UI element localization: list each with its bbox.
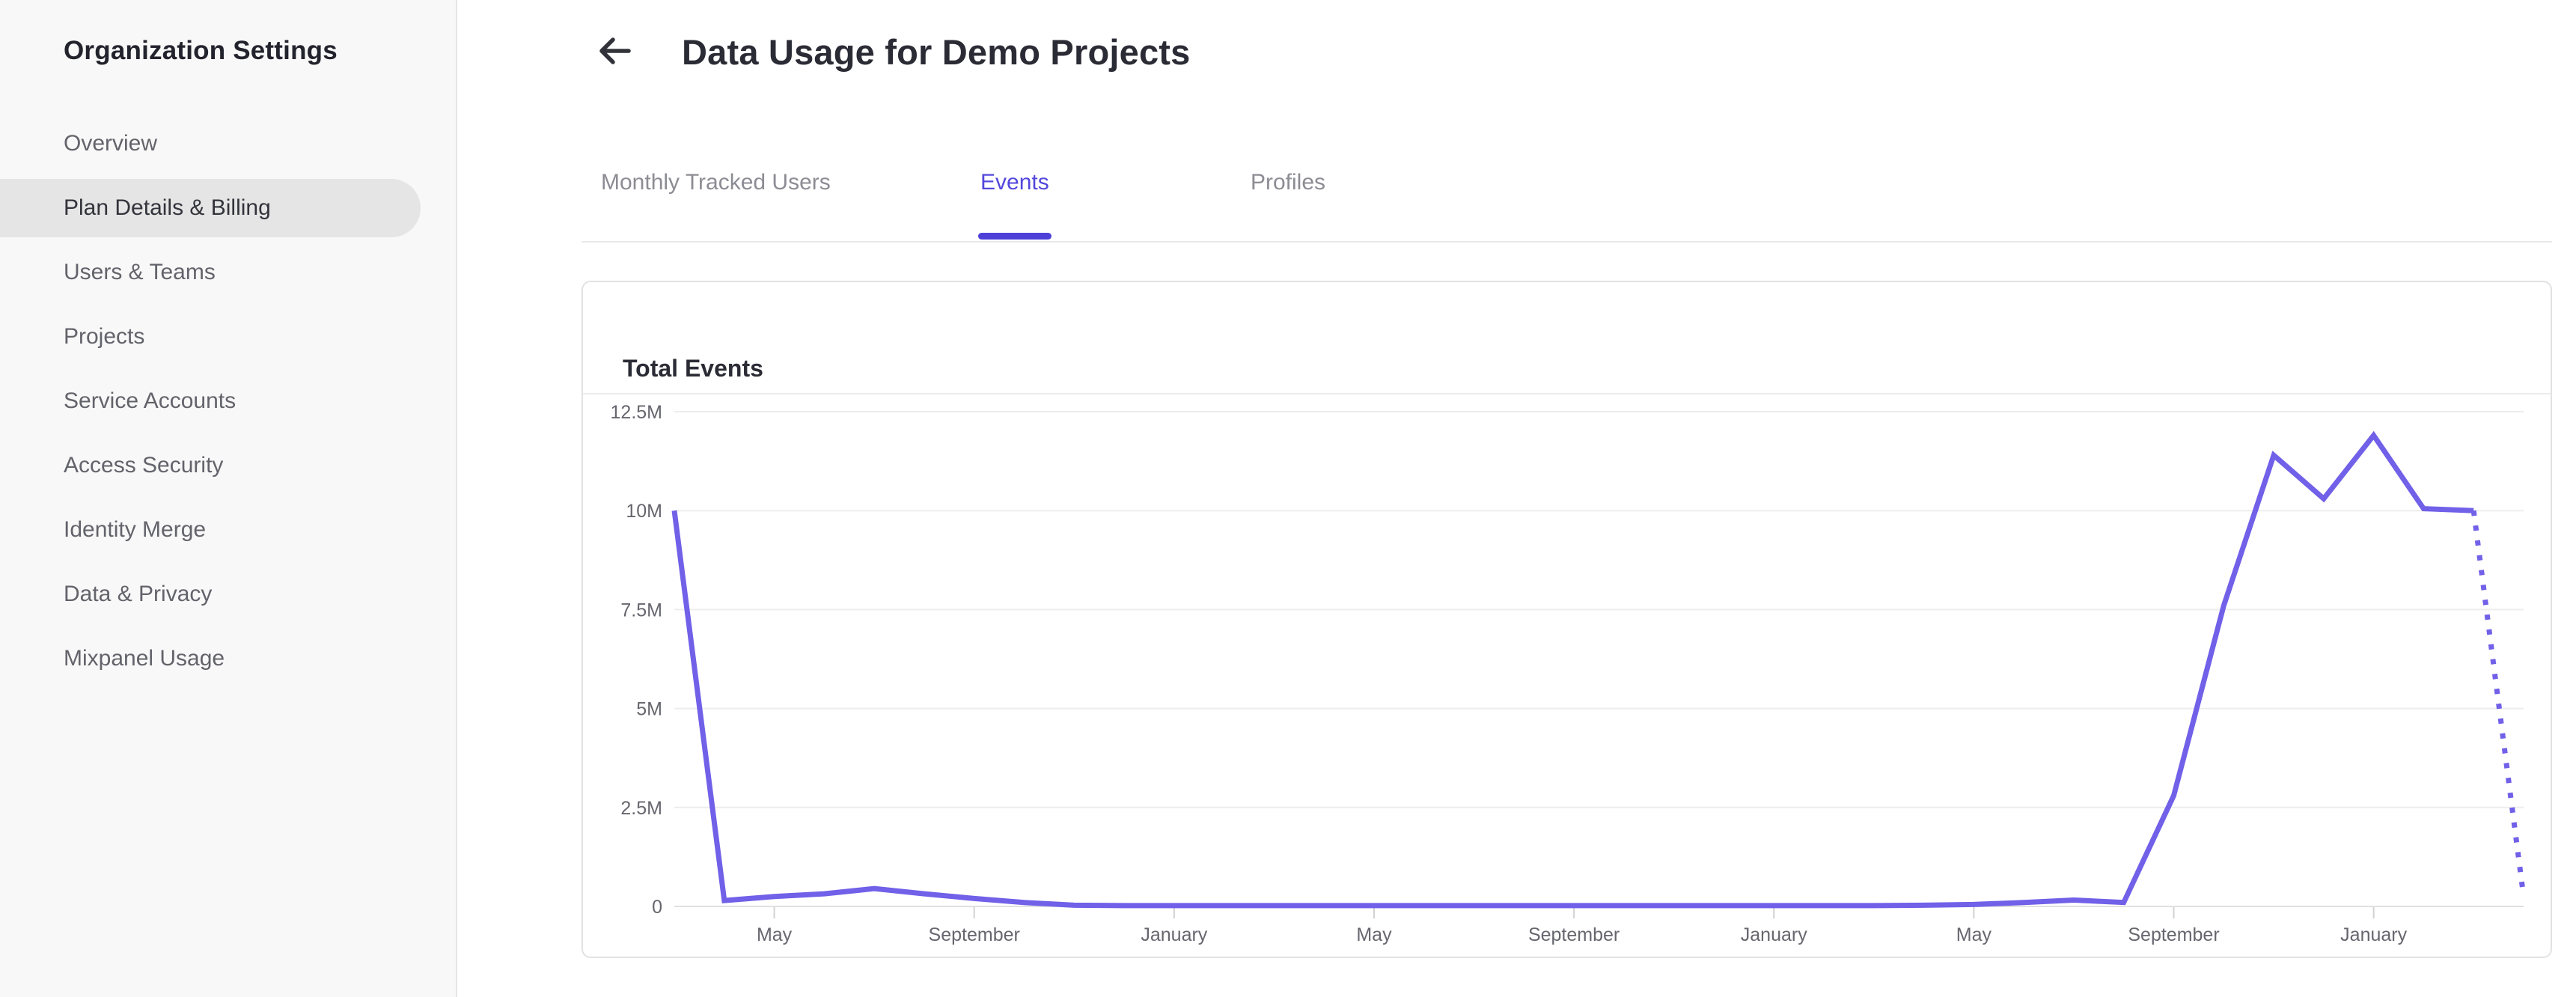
svg-text:10M: 10M [626, 501, 662, 522]
svg-text:5M: 5M [636, 699, 662, 720]
sidebar-item-users-and-teams[interactable]: Users & Teams [0, 240, 456, 305]
sidebar-item-projects[interactable]: Projects [0, 305, 456, 369]
sidebar-item-label: Data & Privacy [64, 582, 213, 606]
back-button[interactable] [595, 31, 634, 70]
svg-text:September: September [2128, 924, 2219, 945]
sidebar-item-label: Access Security [64, 453, 224, 478]
svg-text:7.5M: 7.5M [620, 600, 662, 621]
sidebar-item-label: Mixpanel Usage [64, 646, 225, 671]
y-axis-labels: 12.5M 10M 7.5M 5M 2.5M 0 [611, 402, 662, 918]
sidebar-item-access-security[interactable]: Access Security [0, 433, 456, 498]
svg-text:12.5M: 12.5M [611, 402, 662, 423]
x-axis-labels: May September January May September January Ma… [757, 924, 2408, 945]
sidebar-item-label: Projects [64, 324, 145, 349]
sidebar-item-mixpanel-usage[interactable]: Mixpanel Usage [0, 626, 456, 691]
svg-text:September: September [929, 924, 1020, 945]
sidebar-title: Organization Settings [64, 36, 338, 65]
sidebar-item-service-accounts[interactable]: Service Accounts [0, 369, 456, 433]
sidebar-item-label: Overview [64, 131, 158, 156]
tab-profiles[interactable]: Profiles [1251, 170, 1326, 195]
tab-monthly-tracked-users[interactable]: Monthly Tracked Users [601, 170, 831, 195]
chart-line [671, 430, 2474, 909]
svg-text:2.5M: 2.5M [620, 798, 662, 819]
svg-text:January: January [1141, 924, 1207, 945]
tabs-divider [582, 241, 2552, 243]
svg-text:May: May [1956, 924, 1992, 945]
svg-text:September: September [1528, 924, 1620, 945]
card-title: Total Events [623, 355, 763, 382]
sidebar-item-label: Users & Teams [64, 260, 216, 284]
page-title: Data Usage for Demo Projects [682, 32, 1191, 72]
svg-text:January: January [2340, 924, 2407, 945]
svg-text:0: 0 [652, 897, 662, 918]
tab-events[interactable]: Events [978, 169, 1052, 240]
sidebar-item-label: Plan Details & Billing [64, 195, 271, 220]
sidebar-item-data-and-privacy[interactable]: Data & Privacy [0, 562, 456, 626]
chart-gridlines [674, 411, 2524, 907]
sidebar-item-label: Identity Merge [64, 517, 207, 542]
sidebar-item-plan-details-and-billing[interactable]: Plan Details & Billing [0, 176, 456, 240]
usage-card: Total Events 12.5M 10M 7.5M 5M 2.5M 0 May Septe… [582, 281, 2552, 958]
arrow-left-icon [595, 31, 634, 70]
sidebar-nav: Overview Plan Details & Billing Users & Te… [0, 112, 456, 691]
svg-text:May: May [1356, 924, 1392, 945]
sidebar-item-identity-merge[interactable]: Identity Merge [0, 498, 456, 562]
svg-text:May: May [757, 924, 793, 945]
sidebar: Organization Settings Overview Plan Detai… [0, 0, 457, 997]
sidebar-item-overview[interactable]: Overview [0, 112, 456, 176]
card-header: Total Events [583, 282, 2551, 394]
svg-text:January: January [1741, 924, 1807, 945]
sidebar-item-label: Service Accounts [64, 388, 236, 413]
chart-projected-line [2470, 510, 2527, 897]
x-axis-ticks [773, 907, 2375, 918]
